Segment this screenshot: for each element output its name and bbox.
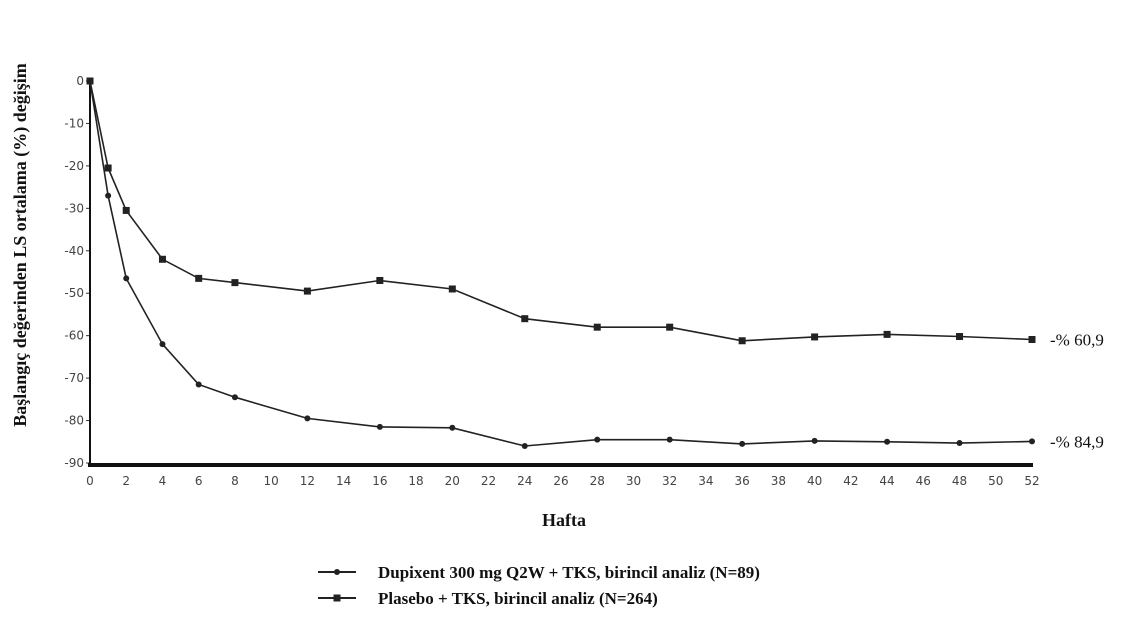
x-tick-label: 22 — [481, 474, 496, 488]
y-tick-label: -90 — [64, 456, 84, 470]
x-tick-label: 6 — [195, 474, 203, 488]
x-tick-label: 38 — [771, 474, 786, 488]
x-tick-label: 40 — [807, 474, 822, 488]
data-point-circle — [739, 440, 746, 447]
data-point-square — [1028, 335, 1036, 343]
data-point-square — [231, 279, 239, 287]
x-tick-label: 2 — [122, 474, 130, 488]
x-tick-label: 46 — [916, 474, 931, 488]
legend-marker-circle — [334, 569, 340, 575]
data-point-circle — [956, 440, 963, 447]
data-point-square — [86, 77, 94, 85]
y-tick-label: -40 — [64, 244, 84, 258]
y-tick-label: -60 — [64, 329, 84, 343]
data-point-circle — [105, 192, 112, 199]
data-point-square — [303, 287, 311, 295]
y-tick-label: -30 — [64, 201, 84, 215]
data-point-circle — [1029, 438, 1035, 445]
series-end-label: -% 84,9 — [1050, 432, 1104, 451]
x-tick-label: 20 — [445, 474, 460, 488]
legend-label: Plasebo + TKS, birincil analiz (N=264) — [378, 589, 658, 608]
data-point-circle — [195, 381, 202, 388]
legend-label: Dupixent 300 mg Q2W + TKS, birincil anal… — [378, 563, 760, 582]
data-point-circle — [123, 275, 130, 282]
x-axis-label: Hafta — [542, 510, 586, 530]
series-line — [89, 80, 1033, 342]
data-point-circle — [159, 341, 166, 348]
data-point-circle — [811, 437, 818, 444]
x-tick-label: 4 — [159, 474, 167, 488]
y-tick-label: -70 — [64, 371, 84, 385]
data-point-square — [104, 164, 112, 172]
data-point-square — [376, 276, 384, 284]
x-tick-label: 32 — [662, 474, 677, 488]
data-point-square — [666, 323, 674, 331]
x-tick-label: 48 — [952, 474, 967, 488]
data-point-square — [883, 330, 891, 338]
x-tick-label: 26 — [553, 474, 568, 488]
x-tick-label: 8 — [231, 474, 239, 488]
y-axis-ticks: 0 -10 -20 -30 -40 -50 -60 -70 -80 -90 — [64, 74, 90, 470]
end-labels: -% 84,9 -% 60,9 — [1050, 330, 1104, 451]
data-point-square — [448, 285, 456, 293]
x-tick-label: 14 — [336, 474, 351, 488]
data-point-square — [738, 337, 746, 345]
y-tick-label: -80 — [64, 414, 84, 428]
data-point-square — [521, 315, 529, 323]
data-point-circle — [884, 438, 891, 445]
series-line — [89, 80, 1033, 447]
y-tick-label: -50 — [64, 286, 84, 300]
y-tick-label: 0 — [76, 74, 84, 88]
legend-marker-square — [333, 594, 341, 602]
x-tick-label: 28 — [590, 474, 605, 488]
x-tick-label: 34 — [698, 474, 713, 488]
data-point-circle — [449, 424, 456, 431]
data-point-square — [811, 333, 819, 341]
x-tick-label: 16 — [372, 474, 387, 488]
data-point-circle — [304, 415, 311, 422]
x-tick-label: 24 — [517, 474, 532, 488]
x-tick-label: 0 — [86, 474, 94, 488]
x-tick-label: 18 — [408, 474, 423, 488]
x-tick-label: 30 — [626, 474, 641, 488]
series-1 — [87, 78, 1035, 450]
x-tick-label: 10 — [264, 474, 279, 488]
y-tick-label: -20 — [64, 159, 84, 173]
data-point-circle — [231, 394, 238, 401]
x-axis-ticks: 0 2 4 6 8 10 12 14 16 18 20 22 24 26 28 30 32 34 36 38 40 42 4… — [86, 463, 1040, 488]
y-axis-label: Başlangıç değerinden LS ortalama (%) değ… — [10, 63, 31, 427]
data-point-square — [195, 274, 203, 282]
legend: Dupixent 300 mg Q2W + TKS, birincil anal… — [318, 563, 760, 608]
data-point-circle — [376, 423, 383, 430]
series-2 — [86, 77, 1036, 345]
y-tick-label: -10 — [64, 116, 84, 130]
data-point-circle — [666, 436, 673, 443]
x-tick-label: 12 — [300, 474, 315, 488]
x-tick-label: 36 — [735, 474, 750, 488]
data-point-square — [122, 206, 130, 214]
data-point-square — [593, 323, 601, 331]
data-point-circle — [521, 443, 528, 450]
x-tick-label: 44 — [879, 474, 894, 488]
data-point-square — [956, 333, 964, 341]
series-end-label: -% 60,9 — [1050, 330, 1104, 349]
x-tick-label: 52 — [1024, 474, 1039, 488]
legend-item: Plasebo + TKS, birincil analiz (N=264) — [318, 589, 658, 608]
x-tick-label: 50 — [988, 474, 1003, 488]
data-point-circle — [594, 436, 601, 443]
data-point-square — [158, 255, 166, 263]
x-tick-label: 42 — [843, 474, 858, 488]
legend-item: Dupixent 300 mg Q2W + TKS, birincil anal… — [318, 563, 760, 582]
series-group — [86, 77, 1036, 450]
